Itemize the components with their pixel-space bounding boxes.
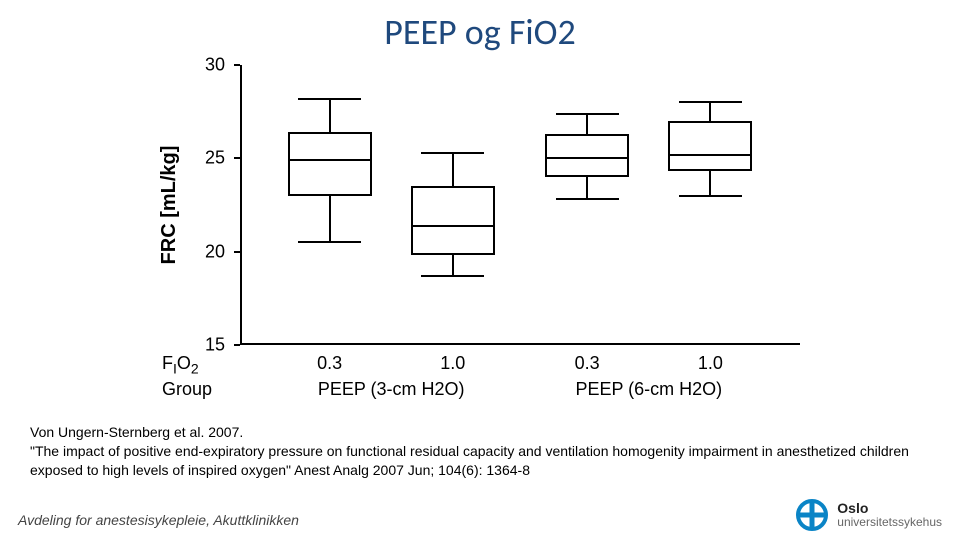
caption-citation: Von Ungern-Sternberg et al. 2007. xyxy=(30,424,243,440)
page-title: PEEP og FiO2 xyxy=(0,0,960,54)
whisker-cap xyxy=(556,113,619,115)
logo-line1: Oslo xyxy=(837,501,942,516)
y-tick xyxy=(234,64,240,66)
whisker xyxy=(709,102,711,121)
y-axis-label: FRC [mL/kg] xyxy=(158,146,181,265)
logo-line2: universitetssykehus xyxy=(837,516,942,529)
y-tick xyxy=(234,344,240,346)
y-tick-label: 20 xyxy=(205,241,225,262)
whisker xyxy=(329,196,331,243)
figure-caption: Von Ungern-Sternberg et al. 2007. "The i… xyxy=(30,423,930,480)
y-tick xyxy=(234,251,240,253)
x-group-label: PEEP (6-cm H2O) xyxy=(314,379,960,400)
whisker-cap xyxy=(298,241,361,243)
whisker xyxy=(452,255,454,276)
whisker-cap xyxy=(679,195,742,197)
whisker-cap xyxy=(421,152,484,154)
whisker xyxy=(586,177,588,199)
whisker xyxy=(586,114,588,135)
frc-boxplot-chart: FRC [mL/kg] 15202530FIO2Group0.31.00.31.… xyxy=(150,55,820,425)
institution-logo: Oslo universitetssykehus xyxy=(795,498,942,532)
logo-text: Oslo universitetssykehus xyxy=(837,501,942,528)
box xyxy=(288,132,372,195)
median-line xyxy=(413,225,493,227)
caption-body: "The impact of positive end-expiratory p… xyxy=(30,443,909,478)
box xyxy=(545,134,629,177)
y-tick-label: 30 xyxy=(205,55,225,76)
x-category-fio2: 1.0 xyxy=(375,353,960,374)
whisker-cap xyxy=(421,275,484,277)
median-line xyxy=(547,157,627,159)
y-tick-label: 25 xyxy=(205,148,225,169)
footer-department: Avdeling for anestesisykepleie, Akuttkli… xyxy=(18,512,299,528)
median-line xyxy=(670,154,750,156)
box xyxy=(411,186,495,255)
whisker-cap xyxy=(298,98,361,100)
logo-badge-icon xyxy=(795,498,829,532)
y-tick xyxy=(234,157,240,159)
whisker xyxy=(709,171,711,195)
median-line xyxy=(290,159,370,161)
box xyxy=(668,121,752,171)
plot-area xyxy=(240,65,800,345)
whisker-cap xyxy=(679,101,742,103)
whisker-cap xyxy=(556,198,619,200)
whisker xyxy=(329,99,331,133)
whisker xyxy=(452,153,454,187)
